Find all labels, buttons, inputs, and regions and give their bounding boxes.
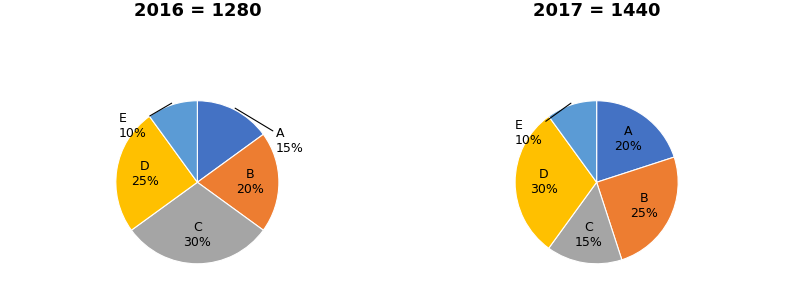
Text: A
15%: A 15% (235, 108, 303, 155)
Text: B
25%: B 25% (630, 192, 657, 220)
Text: C
15%: C 15% (574, 221, 603, 249)
Wedge shape (596, 101, 674, 182)
Text: C
30%: C 30% (183, 221, 211, 249)
Wedge shape (515, 116, 596, 248)
Wedge shape (116, 116, 198, 230)
Text: D
25%: D 25% (131, 160, 159, 188)
Wedge shape (132, 182, 264, 264)
Title: Total population in
2016 = 1280: Total population in 2016 = 1280 (103, 0, 292, 20)
Wedge shape (549, 101, 596, 182)
Title: Total population in
2017 = 1440: Total population in 2017 = 1440 (502, 0, 691, 20)
Wedge shape (198, 101, 264, 182)
Wedge shape (549, 182, 622, 264)
Text: E
10%: E 10% (515, 103, 571, 147)
Wedge shape (149, 101, 198, 182)
Text: A
20%: A 20% (614, 125, 642, 153)
Text: D
30%: D 30% (530, 168, 557, 196)
Text: E
10%: E 10% (119, 103, 172, 140)
Wedge shape (198, 134, 279, 230)
Text: B
20%: B 20% (237, 168, 264, 196)
Wedge shape (596, 157, 678, 260)
